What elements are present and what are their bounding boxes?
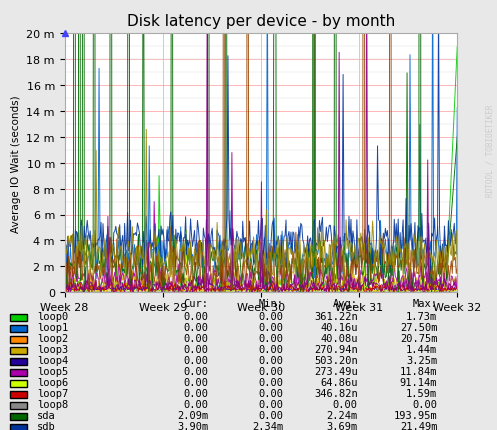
Text: 0.00: 0.00 — [258, 333, 283, 344]
FancyBboxPatch shape — [10, 347, 27, 354]
FancyBboxPatch shape — [10, 402, 27, 408]
Text: 0.00: 0.00 — [184, 399, 209, 409]
Text: 0.00: 0.00 — [413, 399, 437, 409]
FancyBboxPatch shape — [10, 413, 27, 420]
Text: RDTOOL / TOBIOETIKER: RDTOOL / TOBIOETIKER — [486, 104, 495, 197]
Text: Min:: Min: — [258, 298, 283, 308]
Text: 64.86u: 64.86u — [321, 377, 358, 387]
FancyBboxPatch shape — [10, 358, 27, 365]
Text: 0.00: 0.00 — [184, 322, 209, 332]
Text: 0.00: 0.00 — [184, 333, 209, 344]
Text: 0.00: 0.00 — [184, 366, 209, 376]
Text: loop2: loop2 — [37, 333, 69, 344]
Text: loop1: loop1 — [37, 322, 69, 332]
Text: loop0: loop0 — [37, 311, 69, 322]
Text: 0.00: 0.00 — [258, 322, 283, 332]
Text: 91.14m: 91.14m — [400, 377, 437, 387]
Text: Avg:: Avg: — [333, 298, 358, 308]
FancyBboxPatch shape — [10, 325, 27, 332]
Text: 0.00: 0.00 — [184, 377, 209, 387]
Text: loop7: loop7 — [37, 388, 69, 398]
Text: 2.34m: 2.34m — [252, 421, 283, 430]
Text: 3.90m: 3.90m — [177, 421, 209, 430]
Text: 21.49m: 21.49m — [400, 421, 437, 430]
Text: 1.44m: 1.44m — [406, 344, 437, 354]
Text: loop8: loop8 — [37, 399, 69, 409]
Text: 20.75m: 20.75m — [400, 333, 437, 344]
Text: 361.22n: 361.22n — [314, 311, 358, 322]
Text: 273.49u: 273.49u — [314, 366, 358, 376]
Text: 0.00: 0.00 — [258, 355, 283, 366]
Text: 27.50m: 27.50m — [400, 322, 437, 332]
Text: loop6: loop6 — [37, 377, 69, 387]
Text: 0.00: 0.00 — [184, 344, 209, 354]
Text: 0.00: 0.00 — [258, 377, 283, 387]
FancyBboxPatch shape — [10, 336, 27, 343]
Text: 3.69m: 3.69m — [327, 421, 358, 430]
Text: 0.00: 0.00 — [258, 388, 283, 398]
Text: 1.73m: 1.73m — [406, 311, 437, 322]
FancyBboxPatch shape — [10, 369, 27, 376]
Y-axis label: Average IO Wait (seconds): Average IO Wait (seconds) — [11, 95, 21, 232]
Text: 193.95m: 193.95m — [394, 410, 437, 420]
Text: loop4: loop4 — [37, 355, 69, 366]
Text: loop3: loop3 — [37, 344, 69, 354]
Text: loop5: loop5 — [37, 366, 69, 376]
Text: sda: sda — [37, 410, 56, 420]
Text: 2.09m: 2.09m — [177, 410, 209, 420]
Text: 0.00: 0.00 — [258, 311, 283, 322]
Text: 40.08u: 40.08u — [321, 333, 358, 344]
Text: Cur:: Cur: — [184, 298, 209, 308]
FancyBboxPatch shape — [10, 390, 27, 398]
Text: 0.00: 0.00 — [258, 344, 283, 354]
Text: 0.00: 0.00 — [258, 410, 283, 420]
Text: 503.20n: 503.20n — [314, 355, 358, 366]
Text: 1.59m: 1.59m — [406, 388, 437, 398]
Text: 0.00: 0.00 — [333, 399, 358, 409]
Text: 0.00: 0.00 — [184, 388, 209, 398]
Text: 3.25m: 3.25m — [406, 355, 437, 366]
Text: 0.00: 0.00 — [184, 311, 209, 322]
Text: 270.94n: 270.94n — [314, 344, 358, 354]
Text: 346.82n: 346.82n — [314, 388, 358, 398]
Text: 0.00: 0.00 — [258, 366, 283, 376]
Text: 40.16u: 40.16u — [321, 322, 358, 332]
Text: 0.00: 0.00 — [258, 399, 283, 409]
Text: 11.84m: 11.84m — [400, 366, 437, 376]
Title: Disk latency per device - by month: Disk latency per device - by month — [127, 14, 395, 29]
Text: 2.24m: 2.24m — [327, 410, 358, 420]
Text: sdb: sdb — [37, 421, 56, 430]
Text: 0.00: 0.00 — [184, 355, 209, 366]
FancyBboxPatch shape — [10, 380, 27, 387]
Text: Max:: Max: — [413, 298, 437, 308]
FancyBboxPatch shape — [10, 424, 27, 430]
FancyBboxPatch shape — [10, 314, 27, 321]
